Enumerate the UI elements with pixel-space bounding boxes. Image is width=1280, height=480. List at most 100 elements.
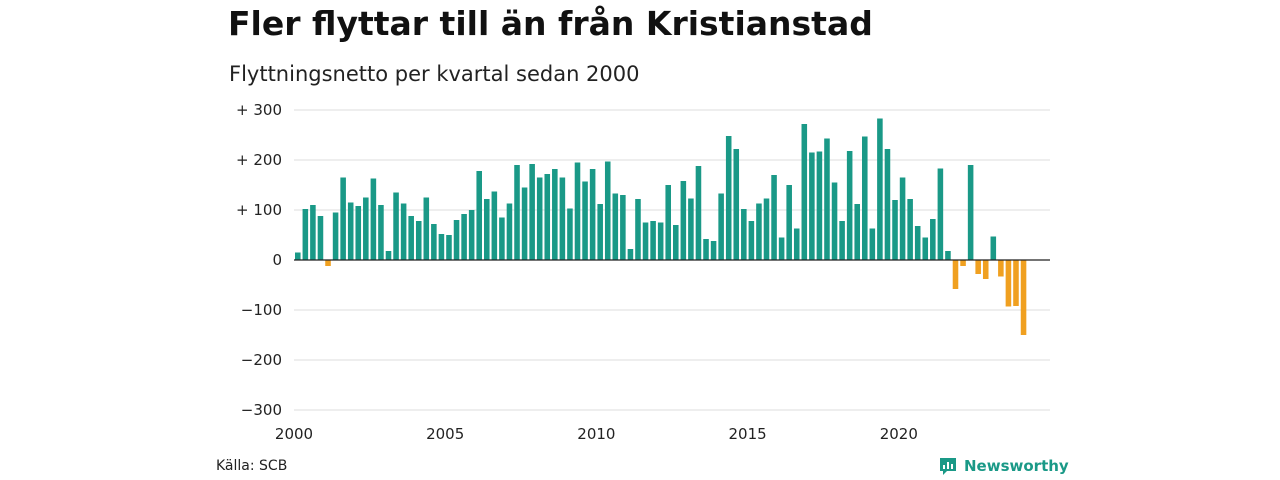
- bar: [332, 212, 339, 260]
- bar: [816, 151, 823, 260]
- bar: [310, 205, 316, 260]
- bar: [922, 237, 929, 260]
- bar: [831, 182, 838, 260]
- bar: [748, 221, 755, 260]
- bars: [295, 118, 1027, 335]
- bar: [400, 203, 407, 260]
- bar: [499, 217, 505, 260]
- y-tick-label: + 200: [236, 151, 282, 169]
- bar: [846, 151, 853, 260]
- bar: [801, 124, 808, 260]
- x-tick-label: 2020: [880, 425, 918, 443]
- bar: [529, 164, 535, 260]
- bar-chart-speech-bubble-icon: [940, 458, 956, 475]
- bar: [763, 198, 770, 260]
- bar: [385, 251, 392, 260]
- bar: [899, 177, 906, 260]
- y-tick-label: + 300: [236, 101, 282, 119]
- bar: [363, 197, 369, 260]
- bar: [476, 171, 482, 260]
- bar: [869, 228, 876, 260]
- bar: [378, 205, 384, 260]
- y-tick-label: + 100: [236, 201, 282, 219]
- bar: [484, 199, 490, 260]
- bar: [778, 237, 785, 260]
- bar: [612, 193, 619, 260]
- source-note: Källa: SCB: [216, 458, 288, 474]
- bar: [423, 197, 430, 260]
- y-tick-label: −300: [241, 401, 282, 419]
- bar: [446, 235, 452, 260]
- bar: [657, 222, 664, 260]
- bar: [809, 152, 815, 260]
- chart-title: Fler flyttar till än från Kristianstad: [228, 4, 873, 43]
- bar: [945, 251, 951, 260]
- bar: [688, 198, 694, 260]
- bar: [620, 195, 626, 260]
- bar: [506, 203, 513, 260]
- bar: [793, 228, 800, 260]
- bar: [937, 168, 944, 260]
- bar: [756, 203, 762, 260]
- bar: [725, 136, 732, 260]
- bar: [514, 165, 520, 260]
- y-tick-label: −100: [241, 301, 282, 319]
- bar: [604, 161, 611, 260]
- bar: [552, 169, 558, 260]
- bar: [347, 202, 354, 260]
- bar: [559, 177, 566, 260]
- bar: [627, 249, 634, 260]
- x-tick-label: 2015: [729, 425, 767, 443]
- bar: [461, 214, 467, 260]
- bar: [325, 260, 331, 266]
- brand-logo: Newsworthy: [938, 456, 1069, 476]
- bar: [975, 260, 981, 274]
- bar: [317, 216, 324, 260]
- x-tick-label: 2005: [426, 425, 464, 443]
- bar: [302, 209, 309, 260]
- bar: [536, 177, 543, 260]
- bar: [741, 209, 747, 260]
- bar: [990, 236, 997, 260]
- bar: [589, 169, 596, 260]
- bar: [877, 118, 883, 260]
- bar: [703, 239, 709, 260]
- bar: [453, 220, 460, 260]
- bar: [695, 166, 702, 260]
- bar: [998, 260, 1004, 277]
- bar-chart: + 300 + 200 + 100 0 −100 −200 −300 2000 2005 2010…: [236, 101, 1050, 443]
- bar: [370, 178, 377, 260]
- bar: [892, 200, 898, 260]
- bar: [718, 193, 724, 260]
- bar: [967, 165, 974, 260]
- brand-name: Newsworthy: [964, 457, 1069, 475]
- bar: [340, 177, 346, 260]
- bar: [521, 187, 528, 260]
- bar: [295, 252, 301, 260]
- bar: [854, 204, 860, 260]
- bar: [567, 208, 573, 260]
- bar: [824, 138, 830, 260]
- bar: [544, 174, 551, 260]
- bar: [574, 162, 581, 260]
- bar: [597, 204, 603, 260]
- bar: [673, 225, 679, 260]
- bar: [415, 221, 422, 260]
- bar: [355, 206, 362, 260]
- axes: + 300 + 200 + 100 0 −100 −200 −300 2000 2005 2010…: [236, 101, 1050, 443]
- bar: [862, 136, 868, 260]
- y-tick-label: 0: [272, 251, 282, 269]
- bar: [1020, 260, 1027, 335]
- chart-subtitle: Flyttningsnetto per kvartal sedan 2000: [229, 62, 640, 86]
- bar: [930, 219, 936, 260]
- x-tick-label: 2000: [275, 425, 313, 443]
- bar: [408, 216, 414, 260]
- bar: [914, 226, 921, 260]
- y-tick-label: −200: [241, 351, 282, 369]
- bar: [582, 181, 588, 260]
- bar: [982, 260, 989, 279]
- bar: [786, 185, 792, 260]
- bar: [393, 192, 399, 260]
- bar: [650, 221, 656, 260]
- bar: [438, 234, 445, 260]
